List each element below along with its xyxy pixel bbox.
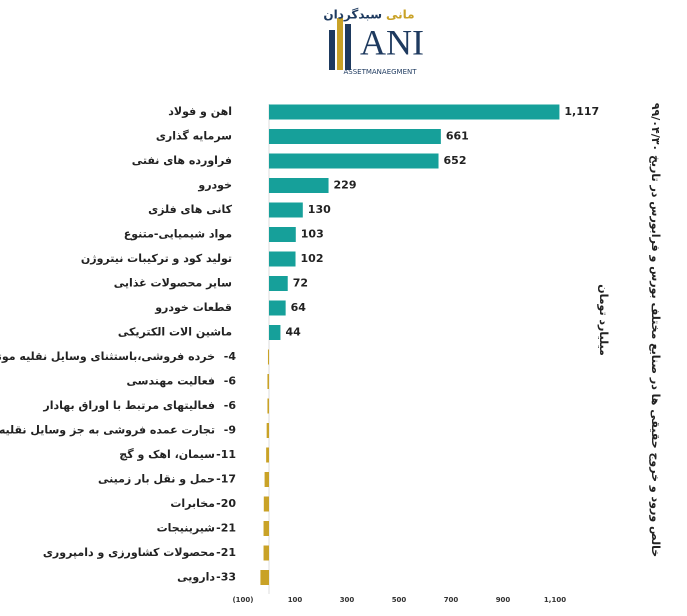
value-label: -17 [216, 473, 236, 486]
category-label: کانی های فلزی [148, 203, 233, 216]
category-label: ماشین الات الکتریکی [118, 326, 232, 339]
chart-title: خالص ورود و خروج حقیقی ها در صنایع مختلف… [648, 103, 662, 557]
bar [269, 129, 441, 144]
category-label: فراورده های نفتی [132, 154, 232, 167]
category-label: فعالیت مهندسی [127, 375, 216, 388]
logo-bar [329, 30, 335, 70]
category-label: خرده فروشی،باستثنای وسایل نقلیه موتوری [0, 350, 215, 363]
bar [267, 398, 269, 414]
category-label: دارویی [177, 571, 215, 584]
category-label: تولید کود و ترکیبات نیتروژن [81, 252, 232, 265]
category-label: سایر محصولات غذایی [114, 277, 232, 290]
bar [269, 178, 329, 193]
bar [269, 104, 560, 120]
value-label: 229 [334, 179, 357, 192]
category-label: خودرو [197, 179, 232, 192]
value-label: -21 [216, 546, 236, 559]
bar [269, 300, 286, 316]
category-label: اهن و فولاد [168, 105, 232, 118]
bar [269, 325, 281, 340]
value-label: 661 [446, 130, 469, 143]
bar [266, 447, 269, 463]
value-label: -21 [216, 522, 236, 535]
category-label: سیمان، اهک و گچ [119, 448, 215, 461]
logo: ANI سبدگردان مانی ASSETMANAEGMENT [323, 8, 424, 77]
value-label: 103 [301, 228, 324, 241]
value-label: 44 [285, 326, 301, 339]
category-label: مخابرات [170, 497, 215, 510]
x-tick-label: 700 [444, 596, 459, 604]
value-label: -20 [216, 497, 236, 510]
bar [269, 276, 288, 291]
value-label: 72 [293, 277, 308, 290]
logo-subtitle: ASSETMANAEGMENT [343, 68, 417, 76]
bar [260, 570, 269, 585]
bar [263, 496, 269, 512]
category-label: سرمایه گذاری [156, 130, 232, 143]
bar [267, 349, 269, 365]
value-label: -6 [224, 375, 237, 388]
logo-bar [345, 24, 351, 70]
logo-mark: ANI [360, 22, 424, 62]
bar [263, 521, 269, 536]
category-label: قطعات خودرو [154, 301, 232, 314]
bar [269, 153, 439, 169]
category-label: شیرینیجات [157, 522, 215, 535]
category-label: فعالیتهای مرتبط با اوراق بهادار [42, 399, 215, 412]
value-label: -6 [224, 399, 237, 412]
x-tick-label: 1,100 [544, 596, 566, 604]
value-label: 652 [444, 154, 467, 167]
value-label: 102 [301, 252, 324, 265]
bar [263, 545, 269, 561]
logo-name: سبدگردان [323, 8, 382, 22]
bar [269, 227, 296, 242]
bar [267, 374, 269, 389]
x-tick-label: 100 [288, 596, 303, 604]
value-label: -4 [224, 350, 237, 363]
value-label: -33 [216, 571, 236, 584]
value-label: 1,117 [564, 105, 599, 118]
category-label: محصولات کشاورزی و دامپروری [43, 546, 215, 559]
category-label: مواد شیمیایی-متنوع [124, 228, 232, 241]
x-tick-label: 900 [496, 596, 511, 604]
category-label: تجارت عمده فروشی به جز وسایل نقلیه موتور… [0, 424, 215, 437]
bar [269, 251, 296, 267]
value-label: 64 [291, 301, 307, 314]
value-label: -9 [224, 424, 236, 437]
bar [266, 423, 269, 438]
bar [269, 202, 303, 218]
x-tick-label: 300 [340, 596, 355, 604]
x-tick-label: 500 [392, 596, 407, 604]
category-label: حمل و نقل بار زمینی [98, 473, 215, 486]
value-label: 130 [308, 203, 331, 216]
y-axis-label: میلیارد تومان [597, 284, 610, 356]
x-tick-label: (100) [232, 596, 253, 604]
value-label: -11 [216, 448, 236, 461]
logo-bar [337, 18, 343, 70]
bar [264, 472, 269, 487]
logo-name-accent: مانی [386, 8, 415, 22]
